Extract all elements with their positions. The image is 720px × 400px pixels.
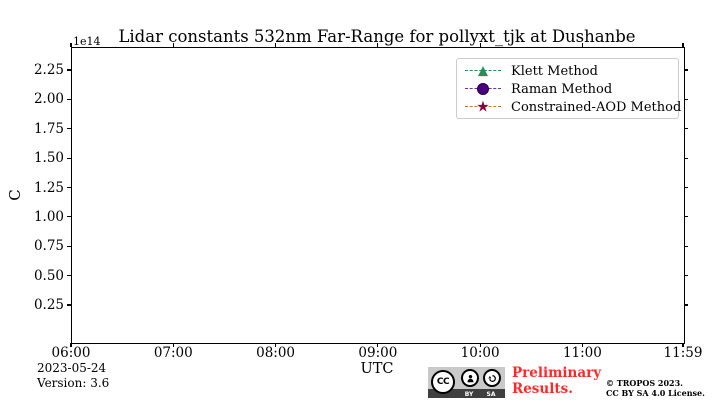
legend-sample-constrained-aod: ★ <box>465 99 501 115</box>
legend-sample-klett: ▲ <box>465 63 501 79</box>
x-tick-mark-top <box>479 43 481 47</box>
y-axis-offset-text: 1e14 <box>73 35 101 48</box>
cc-by-person-icon <box>461 369 479 387</box>
x-tick-mark-top <box>682 43 684 47</box>
x-tick-label: 06:00 <box>51 345 91 361</box>
date-annotation: 2023-05-24 <box>37 361 107 375</box>
x-tick-label: 07:00 <box>153 345 193 361</box>
y-tick-mark-right <box>684 128 688 130</box>
x-tick-label: 09:00 <box>358 345 398 361</box>
y-tick-label: 1.50 <box>33 150 64 167</box>
x-tick-label: 11:00 <box>562 345 602 361</box>
y-tick-mark-right <box>684 304 688 306</box>
legend-item-klett: ▲ Klett Method <box>465 62 598 80</box>
y-tick-mark-right <box>684 186 688 189</box>
version-annotation: Version: 3.6 <box>37 376 110 390</box>
x-tick-mark-bottom <box>172 343 174 347</box>
dashed-line-constrained-aod <box>465 106 501 107</box>
legend-label-constrained-aod: Constrained-AOD Method <box>511 99 682 115</box>
star-marker-icon: ★ <box>476 97 490 116</box>
cc-sa-text: SA <box>486 390 496 398</box>
x-tick-mark-top <box>172 43 174 47</box>
cc-by-text: BY <box>464 390 474 398</box>
preliminary-line1: Preliminary <box>512 365 602 381</box>
y-tick-mark-left <box>67 157 71 159</box>
y-tick-mark-left <box>67 304 71 306</box>
y-tick-label: 0.50 <box>33 267 64 284</box>
chart-title: Lidar constants 532nm Far-Range for poll… <box>118 27 636 46</box>
y-tick-mark-right <box>684 98 688 100</box>
preliminary-line2: Results. <box>512 380 573 397</box>
cc-icon: CC <box>431 370 455 394</box>
legend-item-constrained-aod: ★ Constrained-AOD Method <box>465 98 681 116</box>
triangle-marker-icon: ▲ <box>478 63 488 79</box>
y-tick-mark-left <box>67 245 71 247</box>
y-tick-mark-left <box>67 275 71 277</box>
y-tick-mark-right <box>684 69 688 71</box>
x-tick-mark-bottom <box>70 343 72 347</box>
cc-sa-arrow-icon <box>483 369 501 387</box>
x-tick-label: 08:00 <box>256 345 296 361</box>
legend-label-raman: Raman Method <box>511 81 613 97</box>
y-tick-mark-left <box>67 128 71 130</box>
y-tick-mark-left <box>67 69 71 71</box>
y-tick-label: 0.25 <box>33 296 64 313</box>
y-tick-mark-right <box>684 216 688 218</box>
x-tick-mark-top <box>377 43 379 47</box>
x-tick-mark-bottom <box>479 343 481 347</box>
y-tick-mark-left <box>67 216 71 218</box>
y-tick-label: 2.00 <box>33 91 64 108</box>
y-tick-label: 1.75 <box>33 120 64 137</box>
x-tick-label: 10:00 <box>460 345 500 361</box>
y-tick-mark-right <box>684 275 688 277</box>
x-tick-mark-bottom <box>377 343 379 347</box>
x-tick-label: 11:59 <box>663 345 703 361</box>
x-tick-mark-top <box>581 43 583 47</box>
copyright-line1: © TROPOS 2023. <box>606 378 683 388</box>
y-tick-label: 1.25 <box>33 179 64 196</box>
x-tick-mark-top <box>70 43 72 47</box>
circle-marker-icon <box>477 83 489 95</box>
legend-item-raman: Raman Method <box>465 80 612 98</box>
x-tick-mark-bottom <box>274 343 277 347</box>
x-tick-mark-top <box>274 43 277 47</box>
copyright-notice: © TROPOS 2023. CC BY SA 4.0 License. <box>606 378 705 398</box>
cc-badge-dark-strip <box>428 389 505 398</box>
preliminary-results-watermark: Preliminary Results. <box>512 365 602 397</box>
legend-box: ▲ Klett Method Raman Method ★ Constraine… <box>456 58 681 119</box>
y-tick-mark-right <box>684 157 688 159</box>
cc-license-badge: CC BY SA <box>428 367 505 398</box>
y-tick-mark-right <box>684 245 688 247</box>
y-tick-label: 1.00 <box>33 208 64 225</box>
dashed-line-klett <box>465 70 501 71</box>
x-tick-mark-bottom <box>581 343 583 347</box>
y-tick-mark-left <box>67 98 71 100</box>
legend-label-klett: Klett Method <box>511 63 598 79</box>
x-tick-mark-bottom <box>682 343 684 347</box>
legend-sample-raman <box>465 81 501 97</box>
y-tick-label: 2.25 <box>33 62 64 79</box>
y-tick-label: 0.75 <box>33 238 64 255</box>
y-tick-mark-left <box>67 186 71 189</box>
x-axis-label: UTC <box>360 361 394 377</box>
copyright-line2: CC BY SA 4.0 License. <box>606 388 705 398</box>
